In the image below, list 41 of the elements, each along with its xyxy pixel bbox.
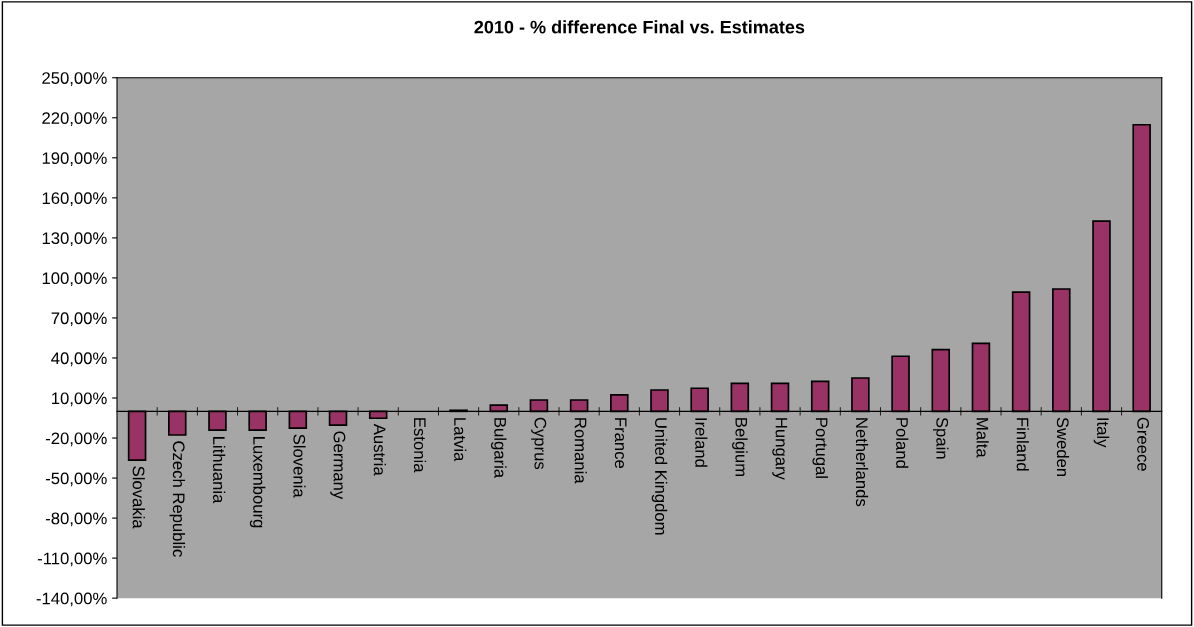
y-tick-label: 250,00%	[42, 72, 107, 86]
y-tick-label: 220,00%	[42, 112, 107, 126]
x-tick-label: Hungary	[772, 418, 788, 480]
x-tick-label: Spain	[932, 417, 949, 459]
x-tick-label: Cyprus	[531, 417, 547, 470]
x-tick-label: Lithuania	[212, 437, 226, 504]
y-tick-label: -50,00%	[45, 472, 107, 487]
x-tick-label: Netherlands	[855, 418, 869, 507]
x-tick-label: Luxembourg	[249, 437, 266, 528]
x-tick-label: Czech Republic	[169, 441, 186, 557]
y-tick-label: 100,00%	[42, 272, 107, 287]
x-tick-label: Greece	[1137, 417, 1149, 471]
x-tick-label: Italy	[1093, 418, 1110, 448]
y-tick-label: 190,00%	[42, 152, 107, 166]
x-tick-label: Germany	[330, 431, 346, 500]
x-tick-label: Ireland	[695, 418, 708, 467]
x-tick-label: Belgium	[732, 418, 748, 477]
x-tick-label: Latvia	[454, 418, 467, 462]
x-tick-label: Austria	[373, 423, 386, 476]
x-tick-label: Malta	[976, 418, 989, 458]
x-tick-label: United Kingdom	[651, 418, 668, 535]
x-tick-label: Poland	[896, 418, 909, 468]
x-tick-label: Bulgaria	[490, 418, 507, 479]
x-tick-label: Portugal	[812, 418, 828, 478]
y-tick-label: 40,00%	[51, 352, 107, 367]
x-tick-label: Slovakia	[132, 466, 145, 529]
chart-title: 2010 - % difference Final vs. Estimates	[474, 20, 805, 34]
y-tick-label: 10,00%	[52, 392, 107, 407]
x-tick-label: Finland	[1016, 418, 1029, 471]
y-tick-label: -110,00%	[37, 552, 107, 567]
y-tick-label: 70,00%	[51, 312, 107, 327]
y-tick-label: 160,00%	[42, 192, 107, 207]
x-tick-label: Estonia	[413, 418, 427, 473]
y-tick-label: -20,00%	[45, 432, 107, 447]
y-tick-label: -80,00%	[45, 512, 107, 527]
x-tick-label: France	[614, 418, 627, 469]
y-tick-label: -140,00%	[36, 592, 107, 607]
x-tick-label: Romania	[574, 418, 587, 484]
x-tick-label: Sweden	[1056, 417, 1070, 477]
y-tick-label: 130,00%	[42, 232, 107, 247]
x-tick-label: Slovenia	[293, 434, 306, 498]
